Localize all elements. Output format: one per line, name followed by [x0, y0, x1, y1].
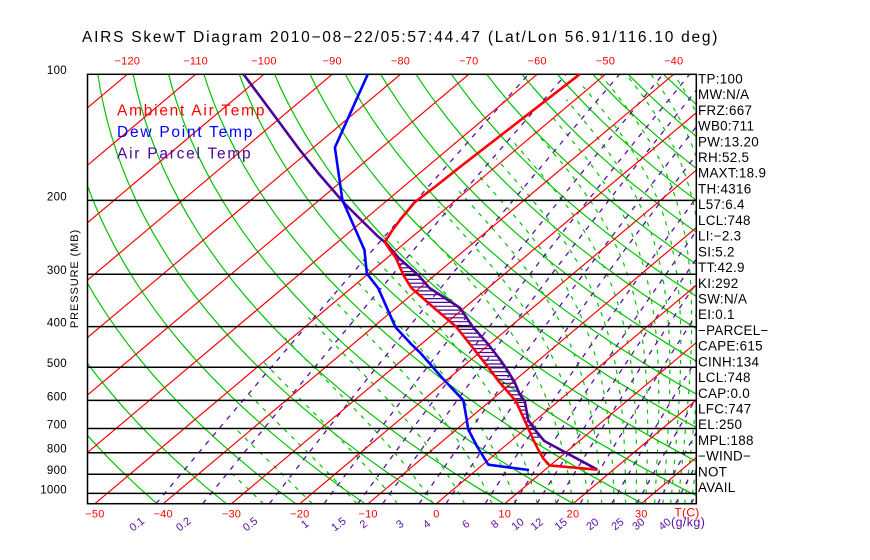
svg-text:CINH:134: CINH:134 [698, 354, 759, 369]
svg-text:−120: −120 [115, 56, 141, 68]
svg-text:200: 200 [47, 191, 67, 203]
svg-text:Air Parcel Temp: Air Parcel Temp [117, 146, 252, 163]
svg-text:−90: −90 [323, 56, 342, 68]
svg-text:NOT: NOT [698, 464, 727, 479]
svg-text:FRZ:667: FRZ:667 [698, 103, 752, 118]
svg-text:SI:5.2: SI:5.2 [698, 244, 735, 259]
svg-text:Dew Point Temp: Dew Point Temp [117, 124, 254, 141]
svg-text:700: 700 [47, 419, 67, 431]
svg-text:LCL:748: LCL:748 [698, 213, 751, 228]
svg-text:15: 15 [553, 516, 570, 533]
svg-text:PW:13.20: PW:13.20 [698, 134, 759, 149]
svg-text:−WIND−: −WIND− [698, 449, 751, 464]
svg-text:LCL:748: LCL:748 [698, 370, 751, 385]
svg-text:−40: −40 [664, 56, 683, 68]
svg-text:800: 800 [47, 444, 67, 456]
svg-text:10: 10 [498, 509, 511, 521]
svg-text:SW:N/A: SW:N/A [698, 292, 747, 307]
svg-text:−70: −70 [459, 56, 478, 68]
svg-text:30: 30 [635, 509, 648, 521]
svg-text:KI:292: KI:292 [698, 276, 739, 291]
svg-text:CAP:0.0: CAP:0.0 [698, 386, 750, 401]
svg-text:L57:6.4: L57:6.4 [698, 197, 745, 212]
svg-text:−30: −30 [222, 509, 241, 521]
svg-text:LI:−2.3: LI:−2.3 [698, 229, 741, 244]
svg-text:−100: −100 [251, 56, 277, 68]
svg-text:−10: −10 [358, 509, 377, 521]
svg-text:400: 400 [47, 318, 67, 330]
svg-text:PRESSURE (MB): PRESSURE (MB) [69, 229, 81, 328]
svg-text:−110: −110 [183, 56, 208, 68]
svg-text:CAPE:615: CAPE:615 [698, 339, 763, 354]
svg-text:30: 30 [630, 516, 647, 533]
svg-text:100: 100 [47, 65, 67, 77]
svg-text:−60: −60 [527, 56, 546, 68]
svg-text:AVAIL: AVAIL [698, 480, 735, 495]
svg-text:LFC:747: LFC:747 [698, 402, 751, 417]
svg-text:(g/kg): (g/kg) [671, 516, 705, 530]
svg-text:900: 900 [47, 465, 67, 477]
svg-text:−40: −40 [154, 509, 173, 521]
svg-text:20: 20 [584, 516, 601, 533]
svg-text:MW:N/A: MW:N/A [698, 87, 749, 102]
svg-text:40: 40 [657, 516, 674, 533]
svg-text:0: 0 [433, 509, 439, 521]
svg-text:20: 20 [567, 509, 580, 521]
svg-text:−20: −20 [290, 509, 309, 521]
svg-text:300: 300 [47, 265, 67, 277]
svg-text:500: 500 [47, 358, 67, 370]
svg-text:−PARCEL−: −PARCEL− [698, 323, 769, 338]
svg-text:25: 25 [609, 516, 626, 533]
svg-text:12: 12 [529, 516, 546, 533]
svg-text:MAXT:18.9: MAXT:18.9 [698, 166, 766, 181]
svg-text:−50: −50 [596, 56, 615, 68]
svg-text:600: 600 [47, 391, 67, 403]
svg-text:AIRS SkewT Diagram 2010−08−22/: AIRS SkewT Diagram 2010−08−22/05:57:44.4… [82, 29, 719, 46]
svg-text:EI:0.1: EI:0.1 [698, 307, 735, 322]
svg-text:TT:42.9: TT:42.9 [698, 260, 745, 275]
svg-text:EL:250: EL:250 [698, 417, 742, 432]
svg-text:TH:4316: TH:4316 [698, 181, 751, 196]
svg-text:10: 10 [510, 516, 527, 533]
svg-text:WB0:711: WB0:711 [698, 119, 754, 134]
svg-text:T(C): T(C) [674, 506, 699, 520]
svg-text:Ambient Air Temp: Ambient Air Temp [117, 103, 266, 120]
svg-text:−80: −80 [391, 56, 410, 68]
svg-text:MPL:188: MPL:188 [698, 433, 754, 448]
svg-text:TP:100: TP:100 [698, 71, 743, 86]
svg-text:RH:52.5: RH:52.5 [698, 150, 749, 165]
svg-text:1000: 1000 [40, 484, 67, 496]
svg-text:−50: −50 [85, 509, 104, 521]
